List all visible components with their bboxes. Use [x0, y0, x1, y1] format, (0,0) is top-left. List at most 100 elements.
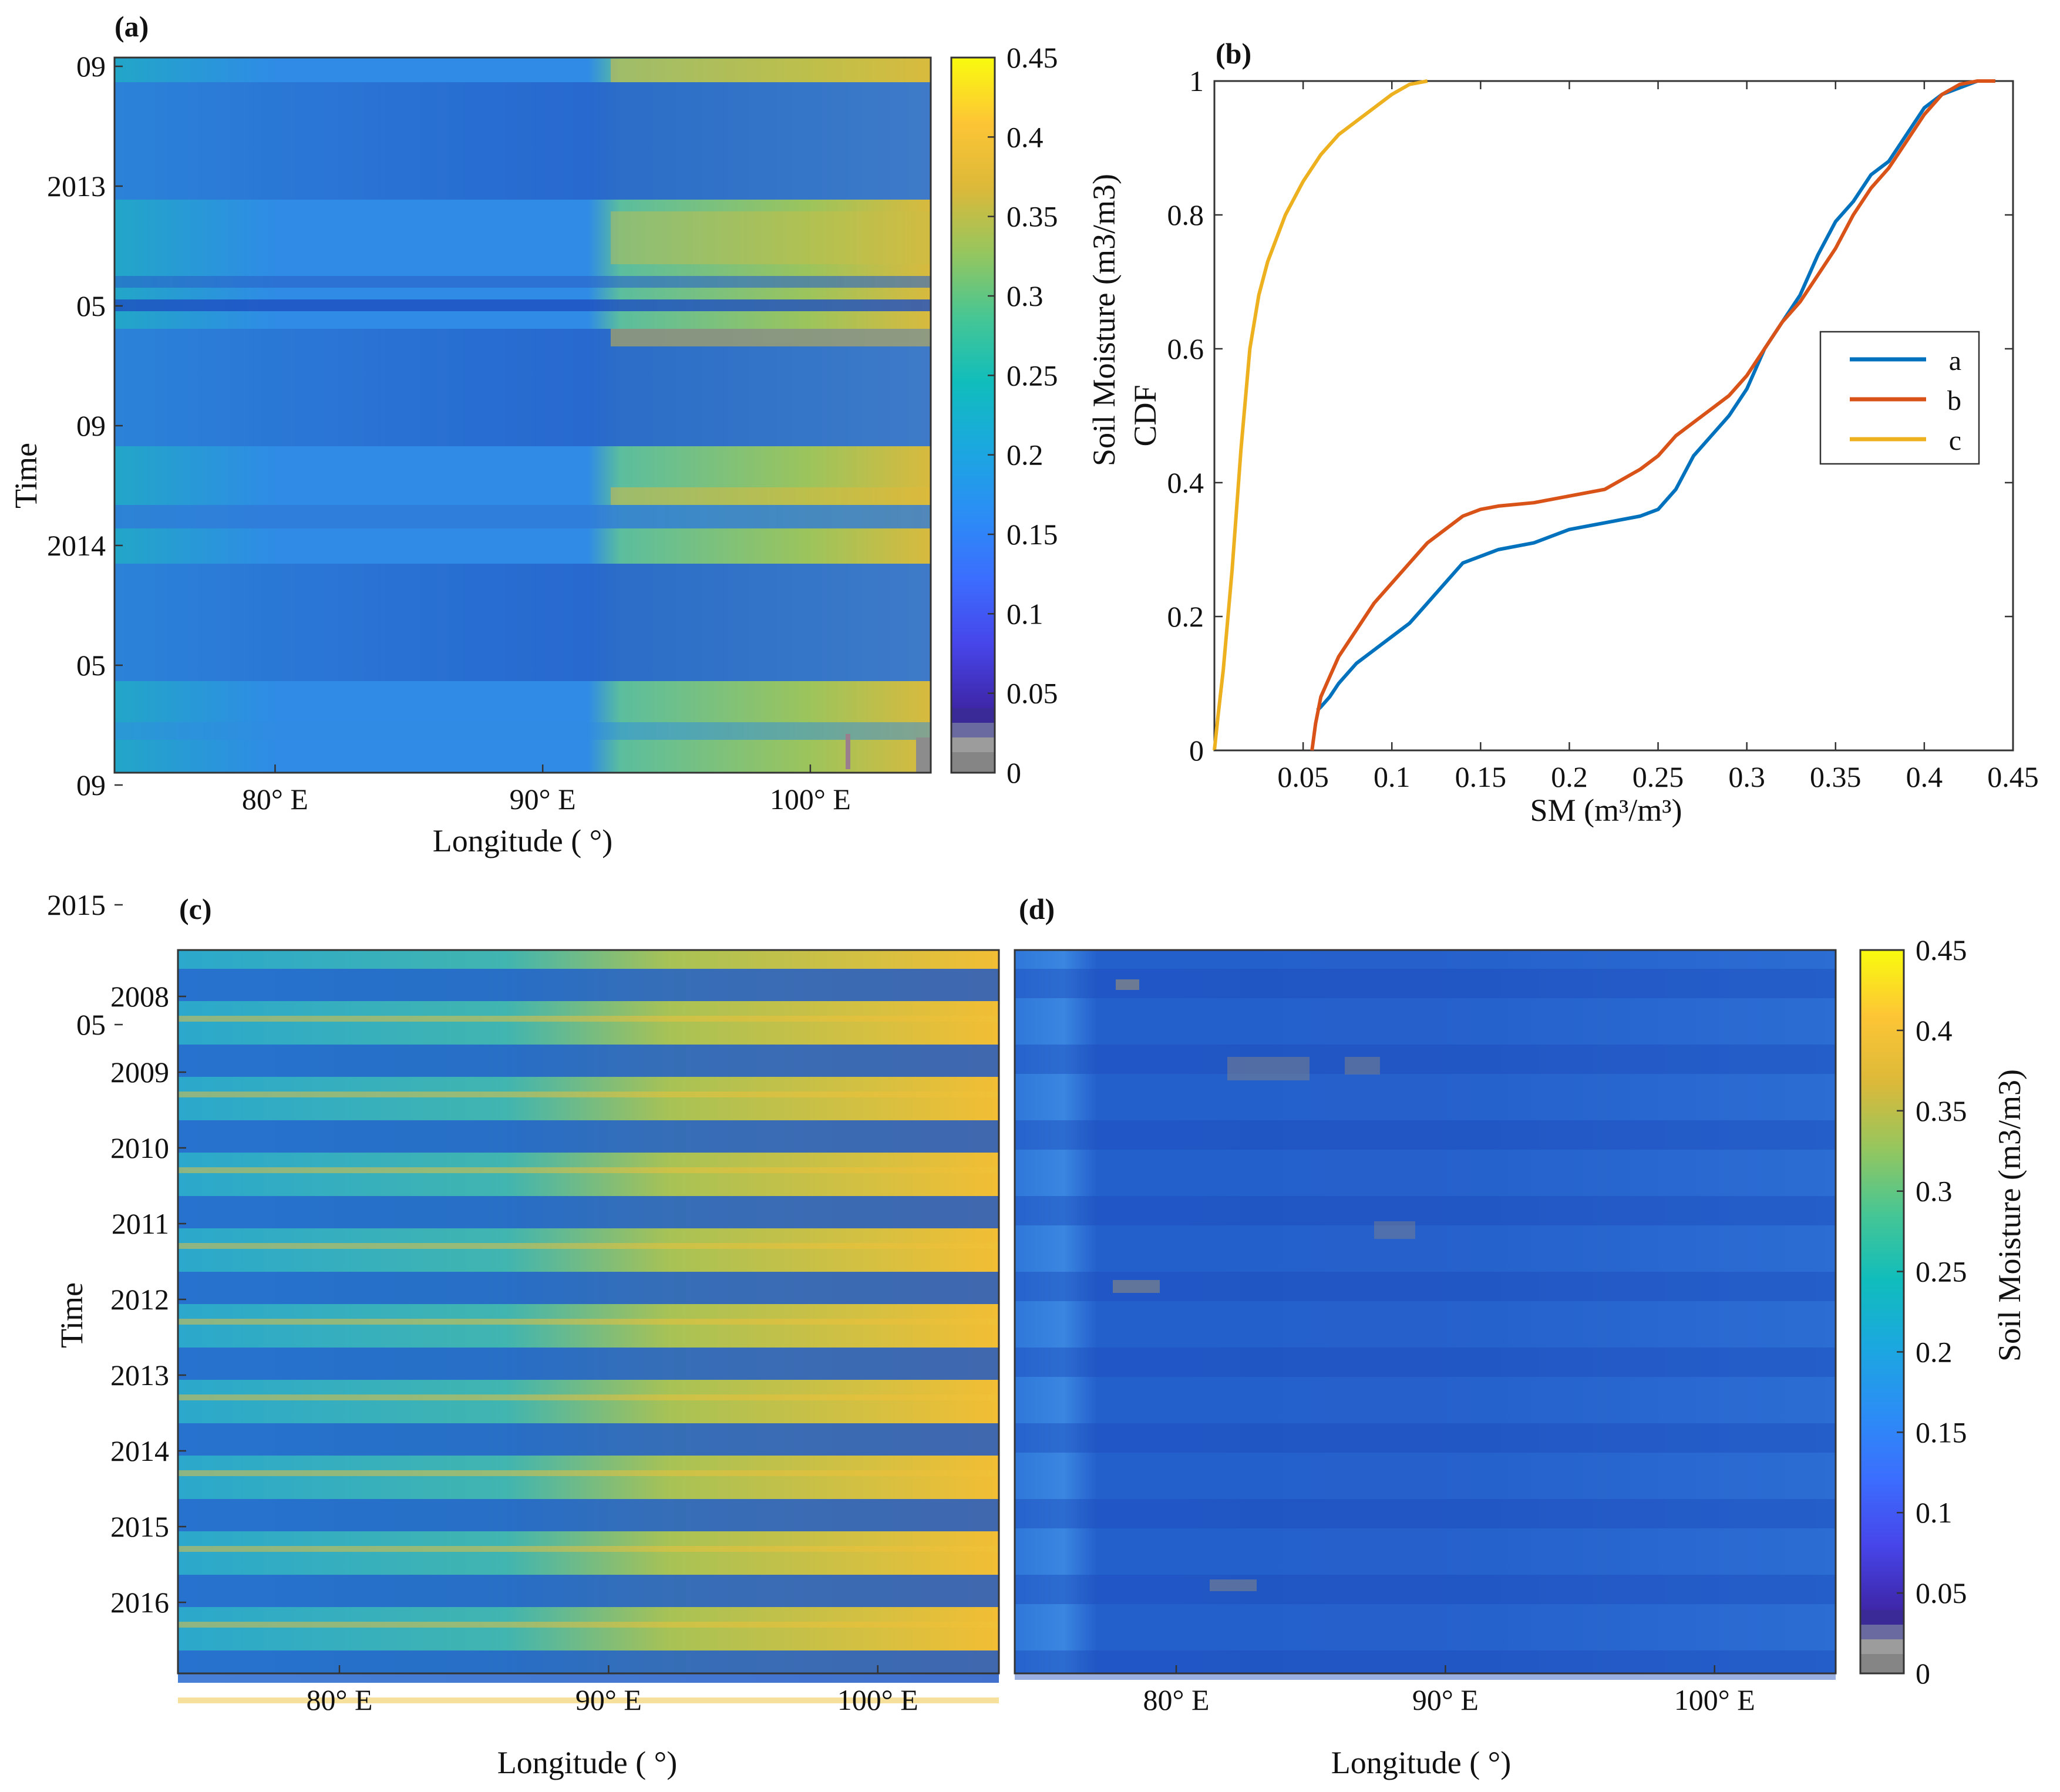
panel-d-colorbar-frame [1859, 949, 1905, 1675]
x-tick-label: 90° E [575, 1683, 642, 1716]
cdf-series-b [1310, 79, 1995, 751]
panel-c-dry-band [178, 1423, 999, 1456]
y-tick-label: 0.4 [1167, 466, 1204, 499]
panel-c-dry-band [178, 1348, 999, 1380]
panel-d: (d) 80° E 90° E 100° E Longitude ( °) 0.45… [1014, 892, 2027, 1780]
panel-a-colorbar-low-1 [951, 708, 995, 723]
colorbar-tick-label: 0.05 [1916, 1577, 1967, 1609]
panel-b-x-ticks: 0.05 0.1 0.15 0.2 0.25 0.3 0.35 0.4 0.45 [1277, 81, 2039, 793]
panel-b: (b) 0.05 0.1 0.15 0.2 0.25 0.3 0.35 0.4 0.45 0 0.… [1127, 37, 2039, 828]
y-tick-label: 2010 [110, 1131, 169, 1164]
panel-a-colorbar-frame [950, 56, 996, 774]
panel-b-legend: a b c [1819, 331, 1980, 465]
panel-a-heatmap [115, 58, 931, 773]
x-tick-label: 0.3 [1728, 760, 1765, 793]
y-tick-label: 0 [1189, 734, 1204, 767]
y-tick-label: 2008 [110, 980, 169, 1013]
y-tick-label: 2012 [110, 1283, 169, 1316]
colorbar-tick-label: 0.4 [1916, 1014, 1953, 1047]
colorbar-tick-label: 0.15 [1916, 1416, 1967, 1449]
panel-a-wet-band-2 [611, 211, 931, 264]
panel-a-dry-band-3 [115, 299, 931, 311]
panel-c-dry-bands [178, 969, 999, 1703]
y-tick-label: 0.2 [1167, 600, 1204, 633]
panel-c-wet-streak [178, 1697, 999, 1703]
panel-a-frame [113, 56, 932, 774]
panel-a: (a) 09 2013 05 09 2014 05 09 2015 05 80° E 90° E 1… [8, 10, 1122, 1041]
y-tick-label: 2014 [47, 529, 106, 562]
y-tick-label: 09 [76, 409, 106, 442]
colorbar-tick-label: 0.35 [1007, 200, 1058, 233]
panel-c-wet-streak [178, 1470, 999, 1476]
colorbar-tick-label: 0.2 [1916, 1335, 1953, 1368]
x-tick-label: 0.15 [1455, 760, 1507, 793]
panel-d-dry-band [1015, 1499, 1836, 1528]
panel-a-wet-band-4 [611, 487, 931, 505]
x-tick-label: 90° E [510, 783, 576, 816]
y-tick-label: 05 [76, 649, 106, 682]
panel-a-colorbar-low-2 [951, 723, 995, 737]
x-tick-label: 0.35 [1810, 760, 1862, 793]
legend-label-b: b [1947, 385, 1961, 416]
panel-d-frame [1014, 949, 1837, 1675]
panel-d-patch-1 [1116, 979, 1139, 990]
panel-a-dry-band-4 [115, 329, 931, 446]
panel-a-x-ticks: 80° E 90° E 100° E [242, 764, 851, 816]
panel-c-dry-band [178, 1120, 999, 1153]
colorbar-tick-label: 0.15 [1007, 518, 1058, 551]
panel-c-y-axis-title: Time [54, 1282, 89, 1348]
x-tick-label: 80° E [306, 1683, 372, 1716]
panel-d-colorbar [1860, 950, 1904, 1610]
panel-c-dry-band [178, 1196, 999, 1228]
y-tick-label: 2013 [47, 170, 106, 203]
panel-c-label: (c) [179, 892, 212, 925]
panel-a-dry-band-2 [115, 276, 931, 288]
panel-d-dry-band [1015, 1348, 1836, 1377]
panel-d-dry-band [1015, 1423, 1836, 1453]
panel-b-series-group [1213, 79, 1995, 751]
colorbar-tick-label: 0.05 [1007, 677, 1058, 710]
panel-a-colorbar-ticks: 0.45 0.4 0.35 0.3 0.25 0.2 0.15 0.1 0.05 0 [988, 41, 1058, 789]
panel-c-wet-streak [178, 1243, 999, 1249]
y-tick-label: 1 [1189, 65, 1204, 97]
x-tick-label: 0.25 [1632, 760, 1684, 793]
panel-a-x-axis-title: Longitude ( °) [433, 823, 613, 858]
panel-c-heatmap [178, 950, 999, 1703]
y-tick-label: 2015 [110, 1510, 169, 1543]
colorbar-tick-label: 0.35 [1916, 1094, 1967, 1127]
panel-c-wet-streak [178, 1092, 999, 1097]
x-tick-label: 0.1 [1374, 760, 1411, 793]
panel-b-y-axis-title: CDF [1127, 385, 1163, 446]
x-tick-label: 80° E [1143, 1683, 1209, 1716]
panel-c-dry-band [178, 1575, 999, 1607]
panel-d-dry-band [1015, 969, 1836, 998]
panel-b-label: (b) [1216, 37, 1251, 70]
panel-d-dry-band [1015, 1045, 1836, 1074]
colorbar-tick-label: 0.25 [1007, 359, 1058, 392]
colorbar-tick-label: 0 [1007, 756, 1021, 789]
x-tick-label: 0.05 [1277, 760, 1329, 793]
panel-a-colorbar-low-3 [951, 737, 995, 752]
y-tick-label: 2016 [110, 1586, 169, 1619]
panel-d-patch-5 [1374, 1221, 1415, 1239]
y-tick-label: 09 [76, 50, 106, 83]
panel-c-dry-band [178, 1045, 999, 1077]
panel-d-heatmap-base [1015, 950, 1836, 1673]
panel-a-colorbar [951, 58, 995, 708]
colorbar-tick-label: 0.4 [1007, 120, 1044, 153]
panel-c-wet-streak [178, 1167, 999, 1173]
x-tick-label: 0.2 [1551, 760, 1588, 793]
panel-d-colorbar-title: Soil Moisture (m3/m3) [1992, 1069, 2027, 1362]
cdf-series-a [1316, 79, 1995, 712]
colorbar-tick-label: 0.25 [1916, 1255, 1967, 1288]
panel-d-colorbar-ticks: 0.45 0.4 0.35 0.3 0.25 0.2 0.15 0.1 0.05 0 [1897, 934, 1967, 1690]
colorbar-tick-label: 0.1 [1007, 597, 1044, 630]
panel-d-dry-band [1015, 1575, 1836, 1604]
y-tick-label: 0.6 [1167, 332, 1204, 365]
panel-d-dry-band [1015, 1650, 1836, 1680]
panel-b-y-ticks: 0 0.2 0.4 0.6 0.8 1 [1167, 65, 2013, 767]
y-tick-label: 09 [76, 769, 106, 801]
y-tick-label: 05 [76, 1008, 106, 1041]
y-tick-label: 0.8 [1167, 198, 1204, 231]
